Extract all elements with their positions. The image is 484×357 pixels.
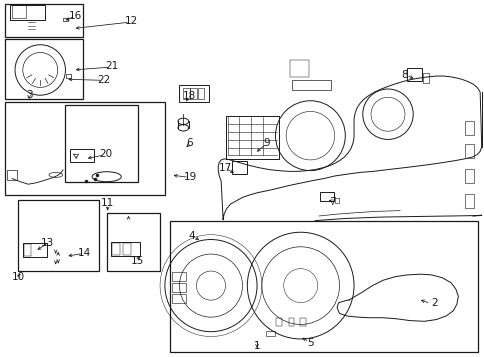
Text: 12: 12	[124, 16, 137, 26]
Bar	[5, 39, 83, 99]
Text: 8: 8	[401, 70, 408, 80]
Text: 6: 6	[185, 138, 192, 148]
Text: 15: 15	[130, 256, 144, 266]
Bar	[407, 68, 421, 81]
Bar	[65, 105, 138, 182]
Bar	[7, 170, 17, 180]
Bar	[5, 102, 165, 195]
Bar	[464, 144, 473, 158]
Bar	[231, 161, 247, 174]
Text: 14: 14	[78, 248, 91, 258]
Text: 1: 1	[253, 341, 260, 351]
Bar	[288, 318, 294, 326]
Bar	[464, 169, 473, 183]
Bar	[276, 318, 282, 326]
Text: 9: 9	[263, 138, 270, 148]
Bar	[299, 318, 305, 326]
Bar	[289, 60, 309, 77]
Bar	[172, 294, 185, 303]
Bar	[464, 194, 473, 208]
Text: 18: 18	[182, 91, 196, 101]
Text: 11: 11	[101, 198, 114, 208]
Text: 20: 20	[99, 149, 112, 159]
Bar	[10, 5, 45, 20]
Bar	[172, 283, 185, 292]
Bar	[5, 4, 83, 37]
Text: 16: 16	[68, 11, 82, 21]
Text: 19: 19	[183, 172, 197, 182]
Bar	[225, 116, 278, 159]
Bar	[66, 74, 71, 78]
Bar	[12, 5, 26, 17]
Text: 21: 21	[105, 61, 118, 71]
Bar	[110, 242, 139, 256]
Text: 3: 3	[26, 90, 32, 100]
Text: 13: 13	[41, 238, 54, 248]
Text: 4: 4	[188, 231, 195, 241]
Bar	[422, 73, 428, 83]
Bar	[111, 243, 120, 255]
Bar	[179, 85, 208, 102]
Bar	[334, 198, 339, 203]
Text: 7: 7	[328, 197, 335, 207]
Bar	[122, 243, 131, 255]
Bar	[190, 87, 197, 99]
Bar	[172, 272, 185, 281]
Text: 5: 5	[306, 338, 313, 348]
Bar	[169, 221, 477, 352]
Bar	[197, 87, 203, 99]
Bar	[23, 243, 46, 257]
Bar	[106, 213, 160, 271]
Text: 17: 17	[218, 163, 232, 173]
Bar	[18, 200, 99, 271]
Bar	[24, 244, 31, 256]
Bar	[292, 80, 331, 90]
Bar	[464, 121, 473, 135]
Bar	[63, 18, 68, 21]
Text: 10: 10	[12, 272, 25, 282]
Bar	[70, 149, 93, 162]
Text: 22: 22	[97, 75, 111, 85]
Bar	[183, 87, 189, 99]
Text: 2: 2	[430, 298, 437, 308]
Bar	[319, 192, 333, 201]
Bar	[265, 331, 275, 336]
